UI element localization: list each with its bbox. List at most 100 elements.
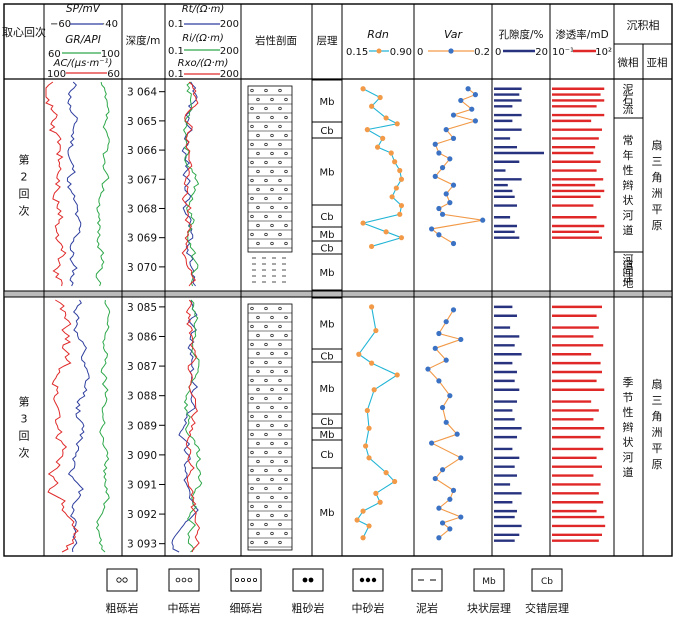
- rdn-point: [393, 185, 399, 191]
- legend: 粗砾岩 中砾岩 细砾岩 粗砂岩 中砂岩 泥岩 Mb 块状层理 Cb 交错层理: [106, 568, 569, 615]
- bedding-label: Mb: [320, 508, 335, 519]
- gravel-symbol: [270, 405, 274, 410]
- gravel-symbol: [284, 187, 288, 192]
- svg-text:原: 原: [652, 458, 663, 471]
- depth-tick-label: 3 089: [127, 420, 157, 432]
- rdn-point: [392, 159, 398, 165]
- gravel-symbol: [264, 324, 268, 329]
- rt-curve: [181, 81, 198, 287]
- var-point: [436, 205, 442, 212]
- rdn-point: [392, 478, 398, 485]
- gravel-symbol: [284, 97, 288, 102]
- depth-tick-label: 3 070: [127, 262, 157, 274]
- rdn-point: [366, 455, 372, 461]
- depth-tick-label: 3 086: [127, 331, 157, 343]
- bedding-label: Cb: [320, 352, 333, 363]
- svg-text:性: 性: [623, 163, 634, 177]
- svg-text:角: 角: [652, 171, 663, 184]
- rdn-point: [374, 144, 381, 150]
- legend-symbol: [181, 577, 187, 583]
- rdn-point: [364, 127, 370, 133]
- bedding-label: Mb: [320, 168, 335, 179]
- svg-text:回: 回: [19, 429, 30, 442]
- header-depth: 深度/m: [126, 34, 161, 47]
- header-gr-max: 100: [101, 49, 120, 60]
- var-point: [458, 336, 464, 343]
- gravel-symbol: [284, 405, 288, 410]
- sp-curve: [66, 81, 82, 287]
- gravel-symbol: [284, 423, 288, 428]
- gravel-symbol: [284, 333, 288, 338]
- legend-label: 块状层理: [467, 601, 511, 615]
- svg-text:季: 季: [623, 376, 634, 389]
- gravel-symbol: [278, 324, 282, 329]
- gravel-symbol: [256, 495, 260, 500]
- gravel-symbol: [264, 522, 268, 527]
- legend-box-text: Mb: [482, 577, 496, 587]
- gravel-symbol: [264, 160, 268, 165]
- gravel-symbol: [270, 459, 274, 464]
- var-point: [436, 505, 442, 511]
- gravel-symbol: [264, 450, 268, 455]
- var-point: [447, 200, 453, 206]
- cycle-label: 第 2 回次: [19, 152, 30, 217]
- gravel-symbol: [278, 432, 282, 437]
- gravel-symbol: [250, 232, 254, 237]
- gravel-symbol: [264, 360, 268, 365]
- rdn-point: [363, 443, 369, 449]
- depth-tick-label: 3 065: [127, 116, 157, 128]
- rdn-point: [366, 425, 372, 431]
- svg-text:流: 流: [623, 102, 634, 116]
- svg-text:次: 次: [19, 445, 30, 459]
- svg-text:年: 年: [623, 148, 634, 162]
- bedding-label: Mb: [320, 230, 335, 241]
- header-lithology: 岩性剖面: [255, 34, 297, 47]
- gravel-symbol: [250, 522, 254, 527]
- gravel-symbol: [270, 495, 274, 500]
- gravel-symbol: [270, 333, 274, 338]
- lithology-box: [247, 303, 293, 551]
- gravel-symbol: [264, 306, 268, 311]
- var-point: [436, 330, 442, 337]
- depth-tick-label: 3 088: [127, 391, 157, 403]
- gravel-symbol: [278, 306, 282, 311]
- rdn-point: [360, 86, 366, 92]
- header-porosity-max: 20: [535, 47, 548, 58]
- header-cycle: 取心回次: [2, 25, 46, 39]
- var-point: [465, 86, 471, 92]
- gravel-symbol: [256, 333, 260, 338]
- bedding-label: Mb: [320, 97, 335, 108]
- header-sub: 亚相: [647, 56, 668, 69]
- gravel-symbol: [270, 387, 274, 392]
- gravel-symbol: [264, 540, 268, 545]
- gravel-symbol: [270, 315, 274, 320]
- rdn-point: [373, 490, 379, 496]
- gravel-symbol: [250, 342, 254, 347]
- gravel-symbol: [256, 441, 260, 446]
- gravel-symbol: [250, 396, 254, 401]
- gr-curve: [95, 299, 111, 553]
- svg-text:平: 平: [652, 442, 663, 455]
- var-point: [443, 419, 449, 425]
- legend-symbol: [246, 578, 251, 583]
- rdn-point: [394, 372, 400, 378]
- gravel-symbol: [256, 187, 260, 192]
- var-point: [447, 526, 453, 532]
- cycle-label: 第 3 回次: [19, 394, 30, 459]
- gravel-symbol: [264, 124, 268, 129]
- legend-label: 粗砾岩: [106, 601, 139, 615]
- header-ac-min: 100: [47, 69, 66, 80]
- gravel-symbol: [250, 142, 254, 147]
- gravel-symbol: [270, 477, 274, 482]
- rdn-point: [369, 103, 375, 109]
- gravel-symbol: [256, 97, 260, 102]
- ac-curve: [45, 81, 67, 287]
- gravel-symbol: [264, 342, 268, 347]
- svg-text:道: 道: [623, 465, 634, 479]
- gravel-symbol: [278, 342, 282, 347]
- var-point: [439, 165, 446, 171]
- gravel-symbol: [264, 504, 268, 509]
- svg-text:次: 次: [19, 203, 30, 217]
- rdn-point: [383, 229, 389, 235]
